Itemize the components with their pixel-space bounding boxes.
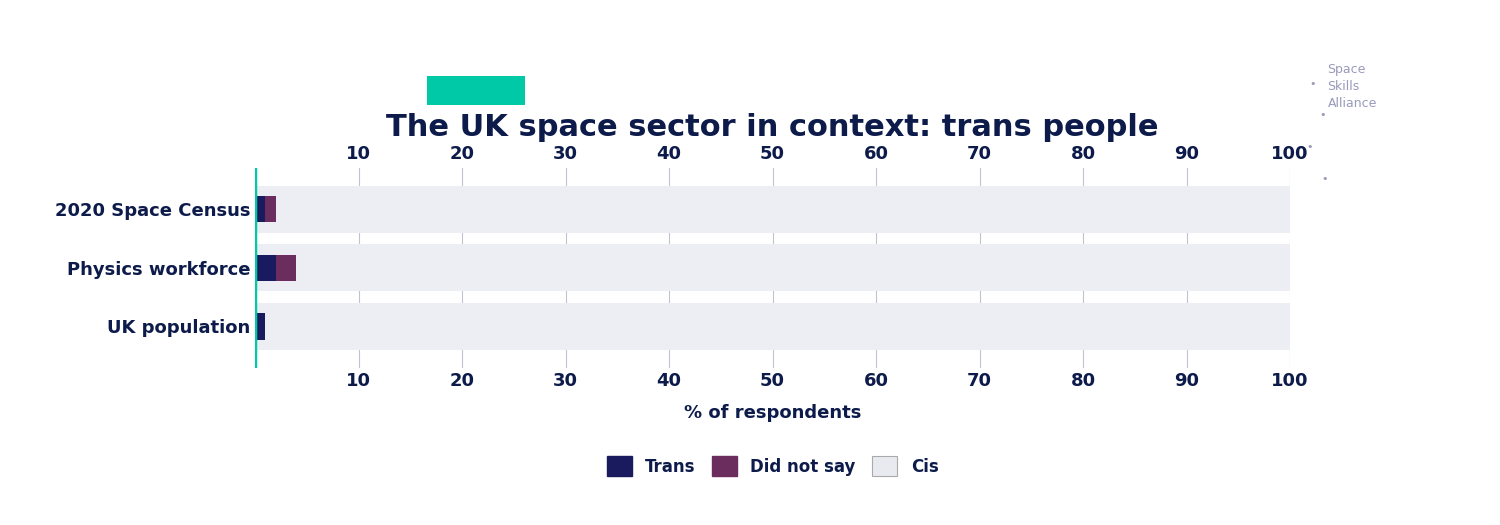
Bar	[255, 313, 266, 340]
Text: Space
Skills
Alliance: Space Skills Alliance	[1328, 63, 1377, 110]
Text: The UK space sector in context: trans people: The UK space sector in context: trans pe…	[387, 113, 1158, 142]
Bar	[255, 186, 1290, 233]
Bar	[276, 255, 297, 281]
Text: •: •	[1322, 173, 1328, 184]
Bar	[255, 303, 1290, 350]
Text: •: •	[1306, 142, 1312, 152]
Bar	[255, 196, 266, 222]
Bar	[266, 196, 276, 222]
Text: •: •	[1320, 110, 1326, 121]
Legend: Trans, Did not say, Cis: Trans, Did not say, Cis	[600, 449, 945, 483]
Bar	[255, 244, 1290, 291]
X-axis label: % of respondents: % of respondents	[684, 404, 861, 422]
Bar	[255, 255, 276, 281]
Text: •: •	[1310, 79, 1316, 89]
